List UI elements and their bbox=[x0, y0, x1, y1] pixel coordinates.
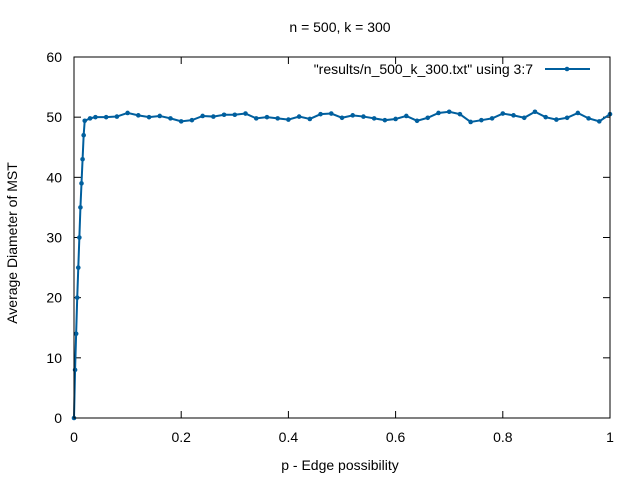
data-point bbox=[436, 110, 441, 116]
y-tick-label: 20 bbox=[46, 290, 62, 306]
data-point bbox=[78, 205, 83, 210]
data-point bbox=[75, 265, 81, 270]
series-line bbox=[73, 110, 611, 419]
data-point bbox=[253, 116, 259, 121]
data-point bbox=[211, 114, 216, 119]
legend-entry-label: "results/n_500_k_300.txt" using 3:7 bbox=[314, 61, 534, 77]
legend-marker bbox=[564, 66, 570, 72]
data-point bbox=[575, 110, 581, 116]
data-point bbox=[511, 113, 516, 118]
data-point bbox=[72, 367, 78, 373]
data-point bbox=[414, 118, 420, 124]
data-point bbox=[232, 112, 238, 118]
data-point bbox=[200, 113, 205, 119]
data-point bbox=[243, 111, 248, 116]
chart-title: n = 500, k = 300 bbox=[289, 19, 390, 35]
data-point bbox=[74, 295, 80, 300]
data-point bbox=[114, 114, 120, 119]
data-point bbox=[543, 114, 548, 120]
legend: "results/n_500_k_300.txt" using 3:7 bbox=[314, 61, 590, 77]
data-point bbox=[146, 114, 152, 120]
y-tick-label: 40 bbox=[46, 169, 62, 185]
data-point bbox=[275, 116, 280, 121]
data-point bbox=[73, 331, 79, 337]
data-point bbox=[178, 119, 184, 124]
y-axis-label: Average Diameter of MST bbox=[4, 162, 20, 324]
data-point bbox=[286, 117, 291, 122]
x-tick-label: 0 bbox=[70, 429, 78, 445]
data-point bbox=[136, 113, 141, 118]
data-point bbox=[350, 113, 356, 118]
data-point bbox=[296, 114, 302, 119]
data-point bbox=[382, 117, 388, 123]
y-tick-label: 60 bbox=[46, 49, 62, 65]
data-point bbox=[489, 116, 495, 121]
plot-frame bbox=[73, 56, 611, 419]
data-point bbox=[168, 116, 173, 121]
data-point bbox=[103, 114, 109, 120]
x-tick-label: 0.4 bbox=[279, 429, 299, 445]
data-point bbox=[457, 111, 463, 117]
data-point bbox=[500, 111, 506, 116]
data-point bbox=[596, 119, 602, 124]
data-point bbox=[404, 113, 409, 119]
y-tick-label: 50 bbox=[46, 109, 62, 125]
data-point bbox=[328, 111, 334, 116]
x-tick-label: 1 bbox=[606, 429, 614, 445]
data-point bbox=[77, 235, 82, 240]
data-point bbox=[93, 114, 98, 120]
data-point bbox=[307, 116, 313, 122]
data-point bbox=[87, 116, 93, 121]
data-point bbox=[479, 117, 484, 123]
data-point bbox=[446, 109, 452, 115]
data-point bbox=[586, 116, 591, 121]
data-point bbox=[82, 118, 88, 124]
data-point bbox=[264, 114, 270, 120]
x-tick-label: 0.2 bbox=[171, 429, 191, 445]
data-point bbox=[532, 109, 538, 115]
axis-ticks: 0 10 20 30 40 50 60 0 0.2 0.4 0.6 0.8 1 bbox=[46, 49, 614, 445]
y-tick-label: 30 bbox=[46, 230, 62, 246]
series-group bbox=[71, 109, 613, 421]
y-tick-label: 10 bbox=[46, 350, 62, 366]
data-point bbox=[318, 111, 323, 117]
data-point bbox=[425, 115, 431, 121]
data-point bbox=[125, 110, 130, 116]
data-point bbox=[81, 132, 86, 138]
data-point bbox=[221, 112, 227, 118]
data-point bbox=[468, 119, 473, 125]
data-point bbox=[189, 117, 195, 123]
data-point bbox=[80, 156, 85, 162]
data-point bbox=[554, 117, 559, 122]
y-tick-label: 0 bbox=[54, 410, 62, 426]
x-tick-label: 0.8 bbox=[493, 429, 513, 445]
x-tick-label: 0.6 bbox=[386, 429, 406, 445]
data-point bbox=[521, 115, 527, 121]
data-point bbox=[371, 116, 377, 121]
data-point bbox=[361, 114, 366, 119]
data-point bbox=[157, 113, 163, 119]
data-point bbox=[564, 115, 570, 121]
data-point bbox=[393, 116, 398, 122]
data-point bbox=[79, 181, 84, 186]
data-point bbox=[339, 115, 345, 121]
x-axis-label: p - Edge possibility bbox=[281, 457, 399, 473]
